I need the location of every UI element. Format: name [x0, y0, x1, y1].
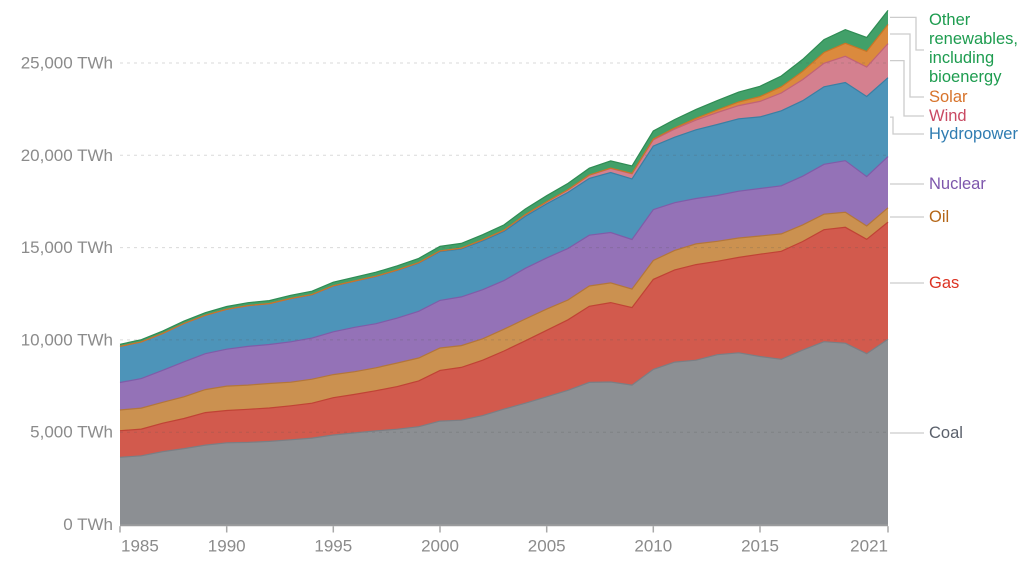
legend-connector-solar	[890, 33, 924, 98]
legend-connector-hydropower	[890, 116, 924, 135]
area-top-edge-nuclear	[119, 156, 889, 384]
x-axis-label-2015: 2015	[741, 537, 779, 556]
y-axis-label-10000: 10,000 TWh	[21, 330, 113, 349]
area-gas[interactable]	[120, 222, 888, 458]
y-axis-label-5000: 5,000 TWh	[30, 423, 113, 442]
legend-label-coal[interactable]: Coal	[929, 424, 963, 442]
area-oil[interactable]	[120, 207, 888, 431]
legend-label-oil[interactable]: Oil	[929, 208, 949, 226]
legend-connector-wind	[890, 59, 924, 117]
area-top-edge-gas	[119, 221, 889, 432]
legend-label-solar[interactable]: Solar	[929, 88, 968, 106]
x-axis-label-2010: 2010	[634, 537, 672, 556]
legend-label-hydropower[interactable]: Hydropower	[929, 125, 1018, 143]
area-top-edge-oil	[119, 207, 889, 411]
legend-label-gas[interactable]: Gas	[929, 274, 959, 292]
area-top-edge-solar	[119, 24, 889, 347]
legend-label-other_renewables[interactable]: Other renewables, including bioenergy	[929, 11, 1018, 86]
x-axis-label-1985: 1985	[121, 537, 159, 556]
area-wind[interactable]	[120, 43, 888, 347]
y-axis-label-15000: 15,000 TWh	[21, 238, 113, 257]
legend-label-nuclear[interactable]: Nuclear	[929, 175, 986, 193]
area-top-edge-other_renewables	[119, 10, 889, 345]
area-top-edge-coal	[119, 338, 889, 458]
x-axis-label-1990: 1990	[208, 537, 246, 556]
x-axis-label-2005: 2005	[528, 537, 566, 556]
y-axis-label-25000: 25,000 TWh	[21, 54, 113, 73]
legend-label-wind[interactable]: Wind	[929, 107, 967, 125]
area-nuclear[interactable]	[120, 156, 888, 410]
area-hydropower[interactable]	[120, 77, 888, 383]
y-axis: 0 TWh 5,000 TWh 10,000 TWh 15,000 TWh 20,000…	[21, 54, 113, 535]
x-axis-label-2000: 2000	[421, 537, 459, 556]
gridlines	[120, 62, 888, 433]
x-axis-label-1995: 1995	[314, 537, 352, 556]
area-strokes	[119, 10, 889, 458]
area-fills	[120, 10, 888, 525]
y-axis-label-20000: 20,000 TWh	[21, 146, 113, 165]
x-axis: 1985 1990 1995 2000 2005 2010 2015 2021	[119, 524, 889, 556]
legend-connector-other_renewables	[890, 16, 924, 51]
area-coal[interactable]	[120, 339, 888, 525]
y-axis-label-0: 0 TWh	[63, 515, 113, 534]
x-axis-label-2021: 2021	[850, 537, 888, 556]
legend: Other renewables, including bioenergy SolarW…	[890, 11, 1018, 442]
